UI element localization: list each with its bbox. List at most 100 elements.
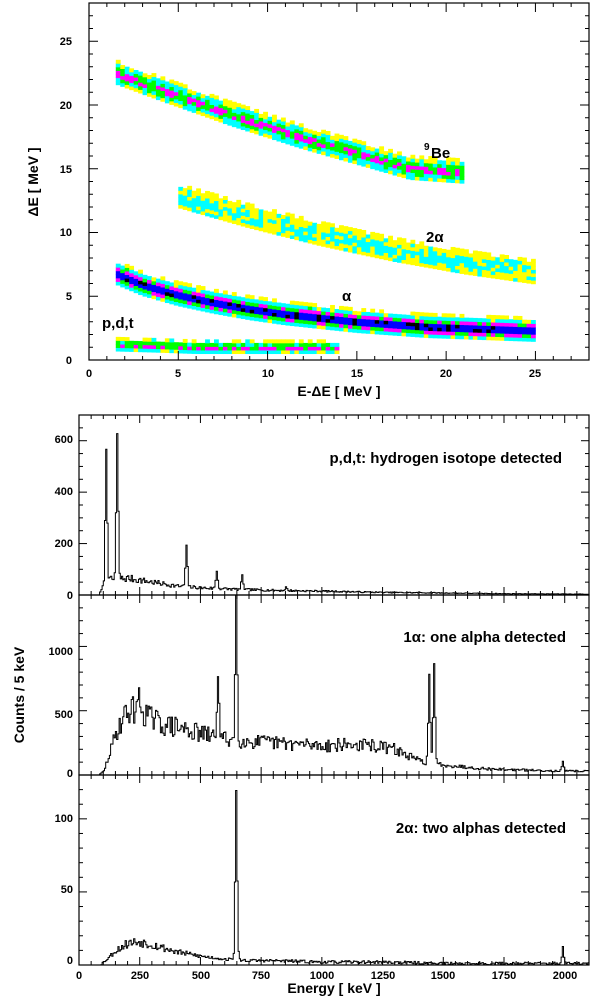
heatmap-cell: [450, 334, 456, 339]
heatmap-cell: [254, 299, 260, 304]
heatmap-cell: [115, 66, 121, 71]
heatmap-cell: [303, 128, 309, 133]
heatmap-cell: [508, 273, 514, 278]
heatmap-cell: [231, 212, 237, 217]
heatmap-cell: [365, 245, 371, 250]
heatmap-cell: [343, 143, 349, 148]
heatmap-cell: [169, 296, 175, 301]
heatmap-cell: [178, 204, 184, 209]
heatmap-cell: [374, 323, 380, 328]
heatmap-cell: [450, 254, 456, 259]
heatmap-cell: [499, 272, 505, 277]
heatmap-cell: [191, 194, 197, 199]
heatmap-cell: [236, 314, 242, 319]
heatmap-cell: [187, 100, 193, 105]
heatmap-cell: [374, 152, 380, 157]
heatmap-cell: [249, 210, 255, 215]
heatmap-cell: [169, 338, 175, 343]
heatmap-cell: [289, 227, 295, 232]
heatmap-cell: [325, 342, 331, 347]
heatmap-cell: [236, 113, 242, 118]
pid-xtick-2: 10: [262, 368, 274, 380]
heatmap-cell: [196, 206, 201, 211]
heatmap-cell: [446, 327, 451, 332]
heatmap-cell: [205, 102, 210, 107]
heatmap-cell: [441, 248, 447, 253]
heatmap-cell: [383, 331, 389, 336]
heatmap-cell: [222, 213, 228, 218]
heatmap-cell: [182, 202, 188, 207]
heatmap-cell: [178, 197, 184, 202]
heatmap-cell: [254, 317, 260, 322]
energy-xtick-4: 1000: [310, 970, 334, 982]
heatmap-cell: [432, 159, 438, 164]
heatmap-cell: [236, 300, 242, 304]
heatmap-cell: [307, 313, 313, 318]
heatmap-cell: [209, 213, 215, 218]
heatmap-cell: [303, 319, 309, 324]
heatmap-cell: [249, 313, 255, 317]
heatmap-cell: [365, 149, 371, 154]
heatmap-cell: [173, 294, 179, 299]
heatmap-cell: [214, 197, 219, 202]
heatmap-cell: [432, 167, 438, 172]
heatmap-cell: [227, 350, 233, 355]
heatmap-cell: [231, 342, 237, 347]
heatmap-cell: [388, 170, 393, 175]
heatmap-cell: [169, 349, 175, 354]
heatmap-cell: [280, 135, 286, 140]
heatmap-cell: [276, 302, 282, 307]
heatmap-cell: [374, 159, 380, 164]
heatmap-cell: [339, 152, 344, 157]
heatmap-cell: [231, 216, 237, 221]
heatmap-cell: [214, 200, 219, 205]
heatmap-cell: [258, 314, 264, 319]
heatmap-cell: [316, 146, 322, 151]
heatmap-cell: [374, 162, 380, 167]
alpha2-ytick-2: 100: [55, 813, 73, 825]
heatmap-cell: [370, 154, 376, 159]
heatmap-cell: [191, 287, 197, 292]
heatmap-cell: [499, 268, 505, 273]
heatmap-cell: [441, 164, 447, 169]
heatmap-cell: [298, 130, 304, 135]
heatmap-cell: [504, 336, 510, 341]
heatmap-cell: [227, 301, 233, 306]
heatmap-cell: [249, 207, 255, 212]
heatmap-cell: [517, 323, 523, 328]
heatmap-cell: [155, 341, 161, 346]
heatmap-cell: [214, 296, 219, 300]
pid-panel: 0 5 10 15 20 25 0 5 10 15 20 25 E-ΔE [ M…: [25, 2, 590, 399]
heatmap-cell: [307, 339, 313, 344]
heatmap-cell: [200, 296, 206, 301]
heatmap-cell: [147, 276, 152, 281]
heatmap-cell: [236, 346, 242, 351]
heatmap-cell: [169, 345, 175, 350]
heatmap-cell: [147, 74, 152, 79]
heatmap-cell: [218, 307, 224, 312]
heatmap-cell: [441, 323, 447, 328]
heatmap-cell: [495, 257, 501, 262]
heatmap-cell: [388, 166, 393, 171]
heatmap-cell: [214, 306, 219, 311]
heatmap-cell: [155, 285, 161, 290]
heatmap-cell: [455, 251, 460, 256]
heatmap-cell: [339, 156, 344, 161]
heatmap-cell: [379, 323, 385, 328]
heatmap-cell: [374, 247, 380, 252]
heatmap-cell: [334, 242, 340, 247]
heatmap-cell: [347, 227, 353, 232]
heatmap-cell: [365, 146, 371, 151]
heatmap-cell: [401, 163, 407, 168]
heatmap-cell: [379, 316, 385, 321]
heatmap-cell: [254, 116, 260, 121]
heatmap-cell: [214, 102, 219, 107]
heatmap-cell: [236, 303, 242, 308]
heatmap-cell: [115, 81, 121, 86]
heatmap-cell: [245, 308, 251, 313]
heatmap-cell: [276, 228, 282, 233]
heatmap-cell: [169, 97, 175, 102]
heatmap-cell: [280, 124, 286, 129]
heatmap-cell: [160, 76, 166, 81]
heatmap-cell: [325, 311, 331, 316]
